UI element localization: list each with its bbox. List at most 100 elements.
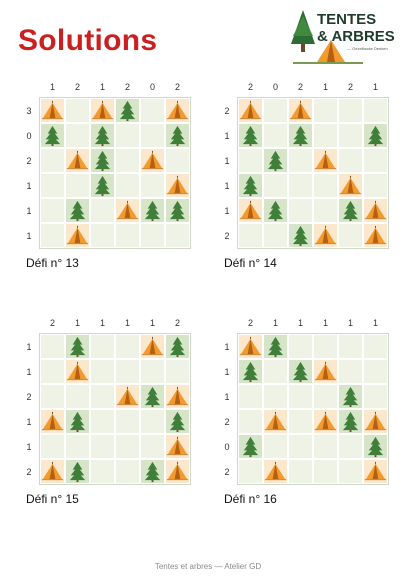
tree-icon [288, 123, 313, 148]
grid-cell [313, 198, 338, 223]
grid-cell [40, 334, 65, 359]
grid-cell [238, 148, 263, 173]
puzzle-grid [237, 97, 389, 249]
grid-cell [313, 334, 338, 359]
column-clue: 1 [124, 318, 130, 328]
grid-cell [140, 359, 165, 384]
grid-cell [338, 359, 363, 384]
column-clue: 1 [99, 318, 105, 328]
grid-cell [363, 148, 388, 173]
tree-icon [338, 409, 363, 434]
grid-cell [363, 334, 388, 359]
grid-cell [65, 434, 90, 459]
grid-cell [338, 98, 363, 123]
tent-icon [165, 459, 190, 484]
column-clue: 2 [174, 82, 180, 92]
grid-cell [263, 123, 288, 148]
tent-icon [363, 459, 388, 484]
grid-cell [165, 359, 190, 384]
grid-cell [90, 359, 115, 384]
grid-cell [115, 409, 140, 434]
grid-cell [90, 409, 115, 434]
tree-icon [90, 173, 115, 198]
grid-cell [115, 173, 140, 198]
tent-icon [40, 459, 65, 484]
grid-cell [40, 434, 65, 459]
page-footer: Tentes et arbres — Atelier GD [154, 562, 262, 571]
grid-cell [140, 434, 165, 459]
tree-icon [165, 409, 190, 434]
puzzle-grid [39, 97, 191, 249]
row-clue: 3 [26, 106, 32, 116]
tent-icon [90, 98, 115, 123]
tree-icon [115, 98, 140, 123]
tent-icon [263, 459, 288, 484]
column-clue: 1 [149, 318, 155, 328]
grid-cell [263, 384, 288, 409]
tent-icon [165, 384, 190, 409]
grid-cell [313, 123, 338, 148]
tent-icon [140, 334, 165, 359]
column-clue: 2 [124, 82, 130, 92]
puzzle-caption: Défi n° 15 [26, 492, 79, 506]
tent-icon [313, 148, 338, 173]
grid-cell [288, 148, 313, 173]
grid-cell [313, 434, 338, 459]
row-clue: 2 [26, 392, 32, 402]
row-clue: 1 [224, 181, 230, 191]
tent-icon [115, 384, 140, 409]
grid-cell [65, 384, 90, 409]
grid-cell [115, 359, 140, 384]
tree-icon [338, 198, 363, 223]
row-clue: 0 [224, 442, 230, 452]
tree-icon [65, 409, 90, 434]
tree-icon [238, 434, 263, 459]
tent-icon [338, 173, 363, 198]
row-clue: 1 [224, 342, 230, 352]
row-clue: 1 [224, 367, 230, 377]
tent-icon [363, 409, 388, 434]
logo-text-line2: & ARBRES [317, 28, 395, 45]
row-clue: 1 [26, 442, 32, 452]
grid-cell [90, 198, 115, 223]
grid-cell [363, 384, 388, 409]
tent-icon [238, 198, 263, 223]
grid-cell [338, 334, 363, 359]
grid-cell [338, 459, 363, 484]
tree-icon [263, 334, 288, 359]
tree-icon [140, 384, 165, 409]
grid-cell [263, 98, 288, 123]
column-clue: 2 [74, 82, 80, 92]
row-clue: 1 [26, 206, 32, 216]
grid-cell [263, 359, 288, 384]
logo-tagline: — Gezelliacke Denken [347, 46, 388, 51]
tree-icon [338, 384, 363, 409]
column-clue: 2 [247, 82, 253, 92]
grid-cell [115, 223, 140, 248]
tent-icon [65, 223, 90, 248]
row-clue: 0 [26, 131, 32, 141]
grid-cell [165, 223, 190, 248]
puzzle-caption: Défi n° 14 [224, 256, 277, 270]
tree-icon [90, 123, 115, 148]
row-clue: 1 [26, 417, 32, 427]
tent-icon [140, 148, 165, 173]
logo-text-line1: TENTES [317, 11, 376, 28]
grid-cell [313, 173, 338, 198]
column-clue: 2 [247, 318, 253, 328]
puzzle-caption: Défi n° 13 [26, 256, 79, 270]
grid-cell [65, 123, 90, 148]
tree-icon [263, 198, 288, 223]
tent-icon [313, 359, 338, 384]
tent-icon [165, 434, 190, 459]
tree-icon [140, 459, 165, 484]
grid-cell [140, 98, 165, 123]
grid-cell [363, 98, 388, 123]
tree-icon [263, 148, 288, 173]
grid-cell [140, 173, 165, 198]
grid-cell [238, 223, 263, 248]
grid-cell [115, 123, 140, 148]
logo: TENTES & ARBRES — Gezelliacke Denken [287, 6, 405, 68]
column-clue: 2 [49, 318, 55, 328]
grid-cell [313, 459, 338, 484]
